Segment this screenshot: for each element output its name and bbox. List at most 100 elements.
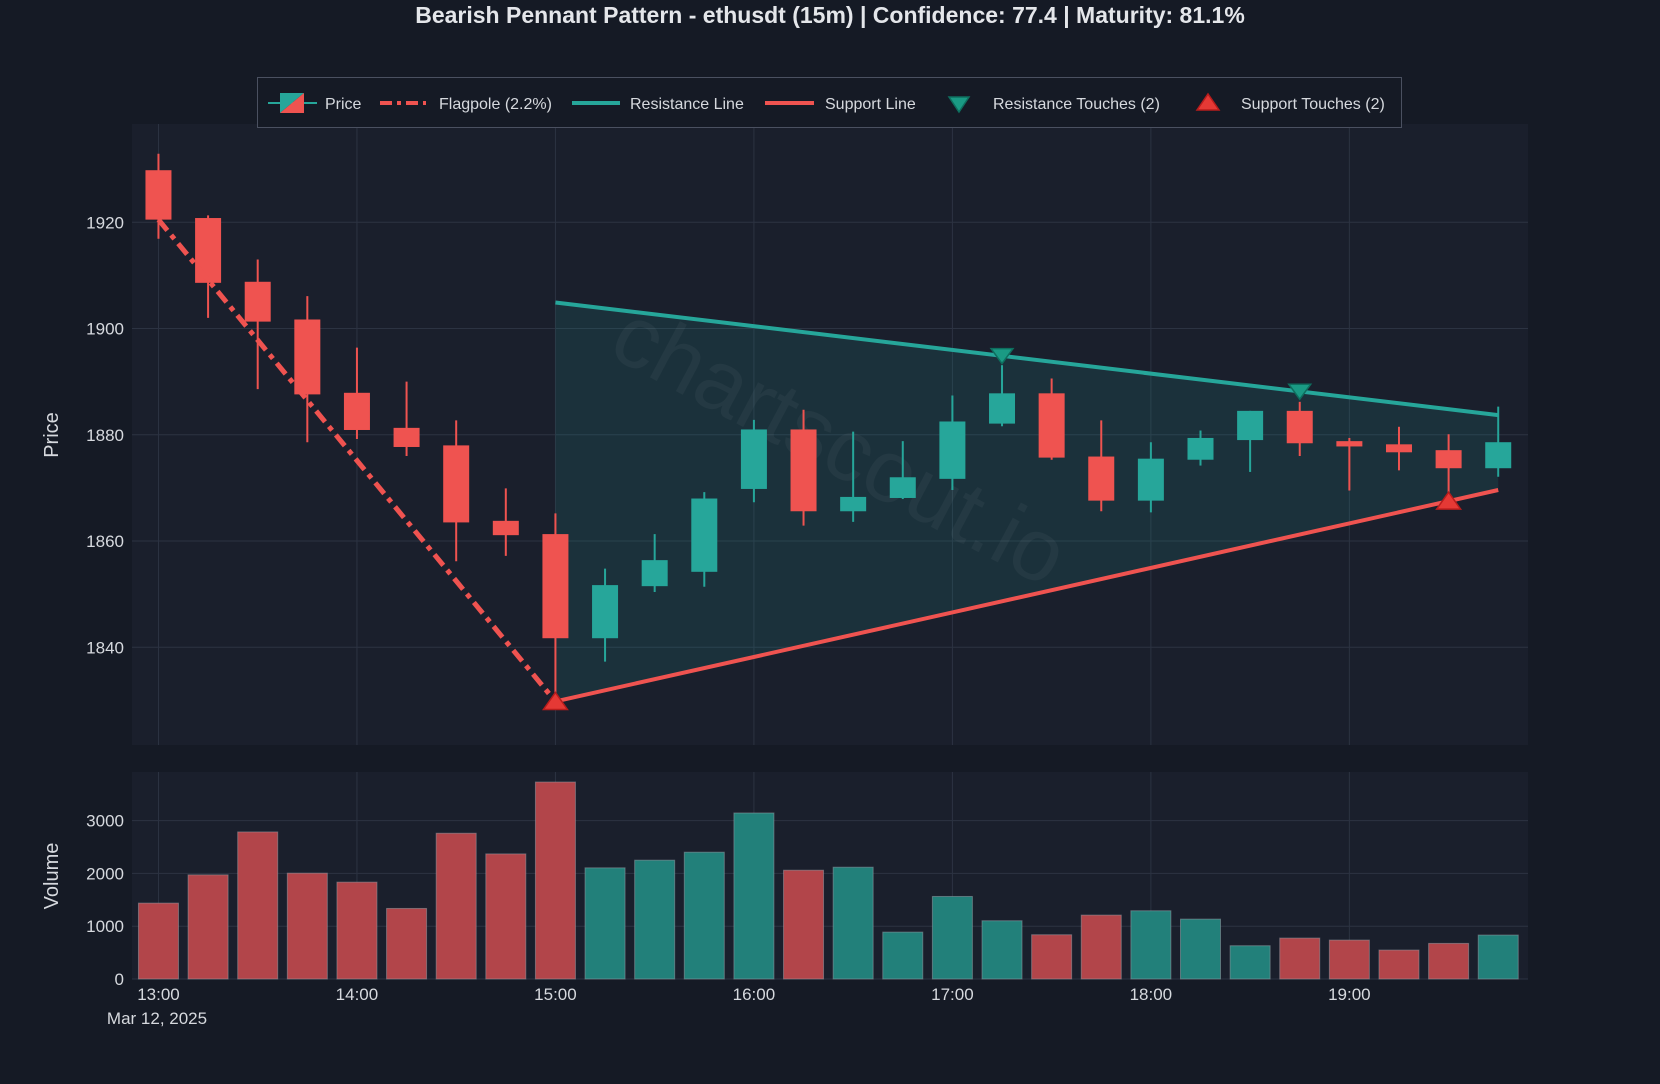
price-axis-title: Price [41, 412, 63, 458]
candle-body [840, 496, 867, 512]
volume-bar [1130, 910, 1172, 980]
candle-body [492, 520, 519, 536]
candle [1187, 430, 1214, 466]
candle-body [244, 281, 271, 322]
candle [790, 409, 817, 526]
volume-axis: 0 1000 2000 3000 [86, 812, 124, 989]
candle-body [195, 218, 222, 283]
price-tick-label: 1920 [86, 213, 124, 232]
candle-body [1385, 444, 1412, 453]
candle-body [145, 170, 172, 220]
candle-body [343, 392, 370, 430]
candle-body [294, 319, 321, 395]
touch-markers [156, 218, 1499, 711]
legend-item-resistance-touches[interactable]: Resistance Touches (2) [947, 96, 1160, 114]
time-tick-label: 15:00 [534, 985, 577, 1004]
date-label: Mar 12, 2025 [107, 1009, 207, 1028]
volume-bar [187, 874, 229, 980]
candle-body [1088, 456, 1115, 501]
candle-body [1237, 410, 1264, 441]
legend-item-support-touches[interactable]: Support Touches (2) [1195, 92, 1385, 113]
volume-bar [1080, 914, 1122, 980]
resistance-touch-marker [1287, 383, 1313, 401]
candle-body [1336, 441, 1363, 447]
candle [691, 492, 718, 587]
volume-bar [981, 920, 1023, 980]
time-tick-label: 18:00 [1130, 985, 1173, 1004]
price-tick-label: 1840 [86, 638, 124, 657]
support-line [554, 488, 1499, 704]
volume-bar [386, 907, 428, 980]
candle-body [1286, 410, 1313, 444]
candle-body [691, 498, 718, 572]
candle [1286, 401, 1313, 457]
candle [244, 259, 271, 390]
candle [1237, 410, 1264, 472]
volume-tick-label: 1000 [86, 917, 124, 936]
candle [145, 153, 172, 239]
candle-body [592, 585, 619, 639]
time-axis: 13:00 14:00 15:00 16:00 17:00 18:00 19:00 [137, 985, 1370, 1004]
candle-body [1485, 442, 1512, 469]
triangle-up-icon [1195, 92, 1221, 111]
candle [542, 513, 569, 698]
candle-body [740, 429, 767, 489]
volume-bar [783, 869, 825, 980]
candle [840, 431, 867, 522]
legend-label: Flagpole (2.2%) [439, 96, 552, 113]
price-tick-label: 1900 [86, 320, 124, 339]
triangle-down-icon [947, 96, 971, 114]
volume-axis-title: Volume [41, 843, 63, 910]
candle-body [1435, 450, 1462, 469]
volume-bar [584, 867, 626, 980]
candle [1385, 426, 1412, 471]
candle-body [989, 393, 1016, 424]
volume-bar [882, 931, 924, 980]
candle [1137, 442, 1164, 513]
candle [889, 441, 916, 500]
pennant-layer [555, 302, 1499, 702]
resistance-touch-marker [989, 347, 1015, 365]
candle [1485, 406, 1512, 477]
flagpole-line [156, 218, 558, 704]
legend-item-resistance-line[interactable]: Resistance Line [572, 96, 744, 113]
candle [1038, 378, 1065, 460]
candle-body [641, 560, 668, 587]
volume-bar [237, 831, 279, 980]
candle-body [1038, 393, 1065, 458]
volume-tick-label: 0 [115, 970, 124, 989]
legend-item-price[interactable]: Price [268, 93, 362, 113]
candle-body [939, 421, 966, 479]
candle [641, 534, 668, 593]
candle [343, 347, 370, 440]
resistance-line [555, 300, 1499, 418]
candles [145, 153, 1512, 698]
volume-bar [931, 895, 973, 980]
price-axis: 1840 1860 1880 1900 1920 [86, 213, 124, 657]
candle-body [542, 534, 569, 639]
volume-bar [1477, 934, 1519, 980]
time-tick-label: 13:00 [137, 985, 180, 1004]
candle [1088, 420, 1115, 512]
volume-bar [435, 832, 477, 980]
legend-item-flagpole[interactable]: Flagpole (2.2%) [380, 96, 552, 113]
time-tick-label: 19:00 [1328, 985, 1371, 1004]
legend-box [257, 77, 1402, 128]
legend-item-support-line[interactable]: Support Line [765, 96, 916, 113]
volume-tick-label: 3000 [86, 812, 124, 831]
volume-bar [286, 872, 328, 980]
volume-bar [534, 781, 576, 980]
volume-bar [137, 902, 179, 980]
volume-bar [485, 853, 527, 980]
legend: Price Flagpole (2.2%) Resistance Line Su… [257, 77, 1402, 128]
chart-title: Bearish Pennant Pattern - ethusdt (15m) … [415, 2, 1245, 28]
candle [393, 381, 420, 457]
candle [592, 568, 619, 662]
legend-label: Support Line [825, 96, 916, 113]
volume-bar [1279, 937, 1321, 980]
volume-bar [1328, 939, 1370, 980]
pennant-area [555, 302, 1499, 702]
volume-bar [683, 851, 725, 980]
volume-bar [733, 812, 775, 980]
